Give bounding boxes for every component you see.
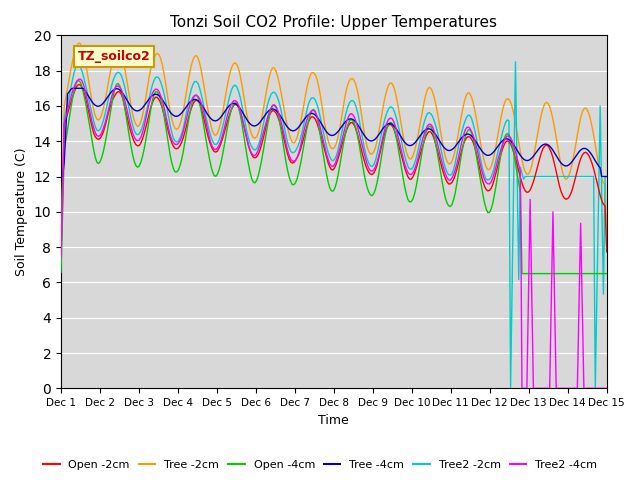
Line: Tree2 -2cm: Tree2 -2cm bbox=[61, 62, 607, 388]
Tree -2cm bbox=[365, 149, 372, 155]
Open -2cm bbox=[179, 135, 187, 141]
Tree2 -2cm bbox=[513, 168, 521, 174]
Open -2cm bbox=[221, 125, 229, 131]
Tree -2cm bbox=[64, 85, 72, 91]
Tree2 -4cm bbox=[221, 120, 229, 126]
Tree2 -2cm bbox=[178, 131, 186, 137]
Tree -4cm bbox=[57, 174, 65, 180]
Line: Tree -2cm: Tree -2cm bbox=[61, 43, 607, 251]
Tree2 -2cm bbox=[64, 102, 72, 108]
Tree -2cm bbox=[75, 40, 83, 46]
Tree2 -2cm bbox=[57, 252, 65, 258]
Tree2 -2cm bbox=[220, 119, 228, 124]
Tree2 -2cm bbox=[504, 117, 511, 123]
Tree2 -2cm bbox=[507, 385, 515, 391]
Line: Open -2cm: Open -2cm bbox=[61, 84, 607, 259]
Tree2 -4cm bbox=[64, 107, 72, 113]
Tree -4cm bbox=[221, 108, 229, 113]
Tree2 -4cm bbox=[511, 149, 519, 155]
Open -2cm bbox=[64, 111, 72, 117]
Tree -2cm bbox=[57, 248, 65, 253]
Open -4cm bbox=[511, 160, 519, 166]
Open -2cm bbox=[75, 82, 83, 87]
Open -4cm bbox=[64, 127, 72, 133]
Tree2 -4cm bbox=[518, 385, 526, 391]
Tree -4cm bbox=[179, 108, 187, 114]
Open -4cm bbox=[365, 189, 372, 195]
Tree -4cm bbox=[603, 174, 611, 180]
X-axis label: Time: Time bbox=[319, 414, 349, 427]
Line: Tree -4cm: Tree -4cm bbox=[61, 88, 607, 177]
Tree -2cm bbox=[505, 96, 513, 102]
Title: Tonzi Soil CO2 Profile: Upper Temperatures: Tonzi Soil CO2 Profile: Upper Temperatur… bbox=[170, 15, 497, 30]
Text: TZ_soilco2: TZ_soilco2 bbox=[77, 50, 150, 63]
Tree -4cm bbox=[511, 144, 519, 150]
Tree2 -2cm bbox=[511, 59, 519, 65]
Open -2cm bbox=[511, 156, 519, 161]
Open -4cm bbox=[57, 269, 65, 275]
Open -2cm bbox=[603, 249, 611, 255]
Tree2 -4cm bbox=[365, 166, 372, 171]
Tree -2cm bbox=[511, 120, 519, 126]
Open -2cm bbox=[57, 256, 65, 262]
Open -4cm bbox=[221, 135, 229, 141]
Open -4cm bbox=[179, 149, 187, 155]
Open -4cm bbox=[603, 271, 611, 276]
Tree2 -2cm bbox=[364, 156, 371, 162]
Tree -4cm bbox=[68, 85, 76, 91]
Tree -2cm bbox=[603, 233, 611, 239]
Legend: Open -2cm, Tree -2cm, Open -4cm, Tree -4cm, Tree2 -2cm, Tree2 -4cm: Open -2cm, Tree -2cm, Open -4cm, Tree -4… bbox=[38, 456, 602, 474]
Tree2 -4cm bbox=[57, 255, 65, 261]
Open -2cm bbox=[365, 169, 372, 175]
Tree2 -4cm bbox=[603, 385, 611, 391]
Tree -4cm bbox=[505, 137, 513, 143]
Open -4cm bbox=[518, 271, 526, 276]
Tree -2cm bbox=[179, 108, 187, 114]
Line: Open -4cm: Open -4cm bbox=[61, 81, 607, 274]
Line: Tree2 -4cm: Tree2 -4cm bbox=[61, 79, 607, 388]
Tree2 -2cm bbox=[603, 174, 611, 180]
Tree -2cm bbox=[221, 93, 229, 99]
Open -4cm bbox=[75, 78, 83, 84]
Tree2 -4cm bbox=[77, 76, 84, 82]
Tree -4cm bbox=[365, 137, 372, 143]
Open -2cm bbox=[505, 139, 513, 144]
Open -4cm bbox=[505, 132, 513, 138]
Y-axis label: Soil Temperature (C): Soil Temperature (C) bbox=[15, 147, 28, 276]
Tree -4cm bbox=[64, 91, 72, 97]
Tree2 -4cm bbox=[505, 133, 513, 139]
Tree2 -4cm bbox=[179, 129, 187, 135]
